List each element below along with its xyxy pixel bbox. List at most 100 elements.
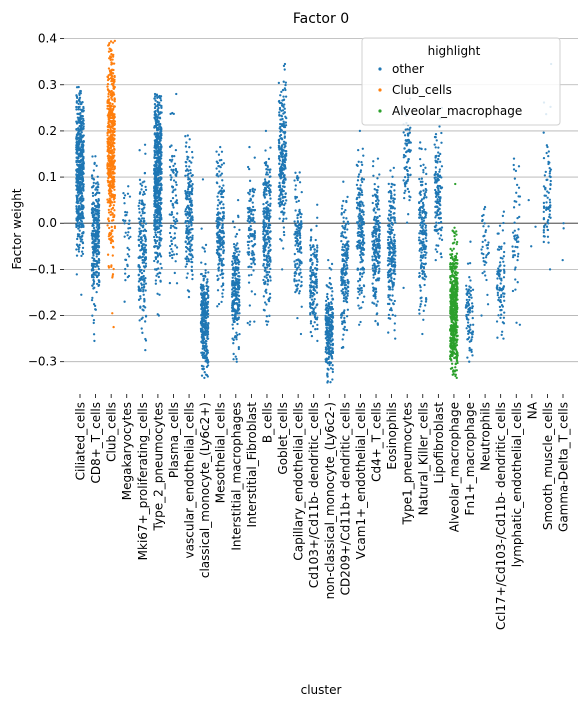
data-point: [312, 245, 315, 248]
data-point: [298, 231, 301, 234]
data-point: [82, 183, 85, 187]
data-point: [358, 196, 361, 199]
data-point: [360, 223, 364, 226]
data-point: [248, 179, 252, 182]
data-point: [155, 150, 158, 153]
data-point: [252, 269, 255, 272]
data-point: [282, 226, 286, 229]
data-point: [285, 116, 288, 120]
data-point: [357, 148, 360, 152]
data-point: [238, 250, 241, 253]
data-point: [188, 165, 191, 168]
data-point: [95, 270, 98, 273]
data-point: [139, 289, 142, 293]
data-point: [191, 173, 194, 177]
data-point: [81, 232, 84, 235]
data-point: [93, 213, 96, 216]
data-point: [78, 152, 81, 156]
data-point: [153, 167, 157, 170]
data-point: [281, 193, 284, 196]
data-point: [277, 81, 281, 85]
data-point: [158, 224, 161, 227]
data-point: [233, 320, 236, 323]
data-point: [92, 287, 95, 290]
data-point: [186, 204, 190, 207]
data-point: [342, 235, 345, 239]
data-point: [156, 292, 159, 295]
data-point: [345, 258, 348, 262]
data-point: [341, 345, 345, 349]
data-point: [90, 264, 94, 267]
data-point: [92, 248, 95, 251]
data-point: [126, 234, 129, 237]
data-point: [185, 150, 188, 154]
data-point: [78, 100, 81, 103]
data-point: [309, 294, 312, 297]
data-point: [325, 295, 329, 298]
data-point: [235, 278, 239, 281]
data-point: [313, 293, 316, 296]
data-point: [358, 200, 362, 204]
data-point: [253, 156, 256, 159]
data-point: [191, 183, 194, 186]
data-point: [216, 216, 219, 220]
data-point: [109, 113, 112, 116]
data-point: [293, 278, 296, 281]
data-point: [358, 244, 362, 247]
data-point: [153, 213, 156, 216]
data-point: [280, 188, 283, 191]
data-point: [311, 310, 314, 314]
data-point: [356, 244, 359, 248]
data-point: [94, 229, 97, 233]
data-point: [189, 236, 192, 239]
data-point: [360, 221, 363, 224]
data-point: [156, 108, 159, 111]
data-point: [96, 188, 99, 192]
data-point: [237, 291, 240, 294]
data-point: [174, 181, 178, 184]
data-point: [109, 131, 112, 134]
data-point: [187, 295, 191, 299]
chart-title: Factor 0: [293, 11, 349, 27]
data-point: [284, 178, 287, 181]
data-point: [78, 124, 81, 128]
data-point: [315, 258, 319, 261]
data-point: [371, 267, 374, 270]
data-point: [160, 127, 163, 130]
data-point: [185, 250, 188, 253]
data-point: [95, 260, 98, 263]
data-point: [222, 239, 225, 243]
data-point: [298, 171, 301, 174]
data-point: [329, 287, 332, 290]
data-point: [269, 256, 272, 259]
data-point: [173, 232, 176, 235]
data-point: [91, 236, 94, 240]
data-point: [143, 206, 146, 209]
data-point: [343, 265, 346, 268]
data-point: [170, 213, 173, 217]
data-point: [82, 143, 85, 147]
data-point: [358, 207, 361, 210]
data-point: [125, 213, 128, 217]
data-point: [360, 286, 363, 290]
data-point: [138, 217, 141, 221]
data-point: [222, 263, 225, 267]
data-point: [330, 262, 334, 266]
data-point: [233, 272, 236, 275]
data-point: [215, 232, 219, 235]
data-point: [75, 128, 78, 131]
data-point: [343, 316, 346, 320]
data-point: [79, 202, 82, 205]
data-point: [158, 252, 161, 255]
data-point: [299, 268, 302, 271]
data-point: [341, 254, 345, 257]
data-point: [201, 353, 204, 357]
data-point: [216, 207, 219, 211]
data-point: [262, 253, 266, 257]
data-point: [266, 200, 269, 203]
data-point: [91, 246, 94, 249]
data-point: [221, 236, 224, 239]
data-point: [262, 223, 266, 227]
data-point: [296, 247, 299, 251]
data-point: [77, 133, 81, 136]
